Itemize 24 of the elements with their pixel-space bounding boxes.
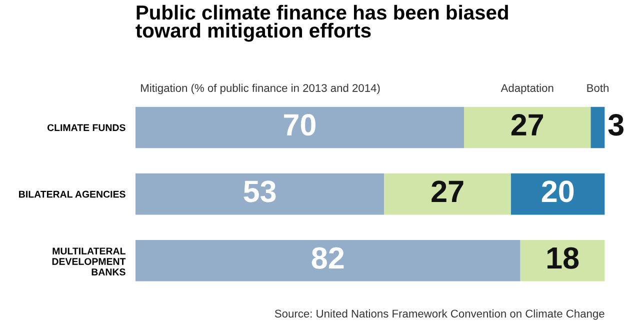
chart-title: Public climate finance has been biased toward mitigation efforts [136, 4, 508, 42]
series-label: Mitigation (% of public finance in 2013 and 2014) [141, 84, 380, 94]
data-label: 20 [542, 180, 574, 202]
series-label: Adaptation [500, 84, 554, 94]
bar [135, 106, 464, 148]
bar [510, 173, 605, 215]
data-label: 70 [284, 114, 316, 136]
bar [135, 240, 520, 282]
bar [464, 106, 591, 148]
data-label: 82 [312, 247, 344, 269]
data-label: 3 [608, 114, 624, 136]
series-label: Both [587, 84, 608, 92]
bar [520, 240, 605, 282]
data-label: 18 [547, 247, 579, 269]
data-label: 27 [511, 114, 544, 136]
bar [135, 173, 384, 215]
bar [590, 106, 605, 148]
source-note: Source: United Nations Framework Convention on Climate Change [274, 309, 604, 320]
y-tick-label: CLIMATE FUNDS [47, 124, 126, 132]
data-label: 27 [432, 180, 464, 202]
y-tick-label: MULTILATERAL DEVELOPMENT BANKS [52, 248, 126, 276]
y-tick-label: BILATERAL AGENCIES [19, 190, 126, 198]
data-label: 53 [244, 180, 276, 202]
bar [384, 173, 511, 215]
